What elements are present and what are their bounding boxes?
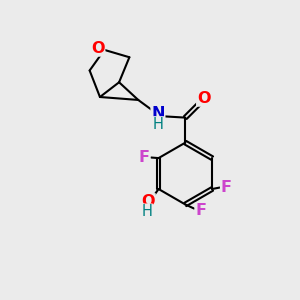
- Text: F: F: [221, 180, 232, 195]
- Text: O: O: [197, 91, 210, 106]
- Text: F: F: [195, 203, 206, 218]
- Text: F: F: [139, 150, 150, 165]
- Text: H: H: [152, 117, 164, 132]
- Text: N: N: [151, 106, 165, 121]
- Text: O: O: [142, 194, 155, 209]
- Text: H: H: [141, 204, 152, 219]
- Text: O: O: [91, 41, 105, 56]
